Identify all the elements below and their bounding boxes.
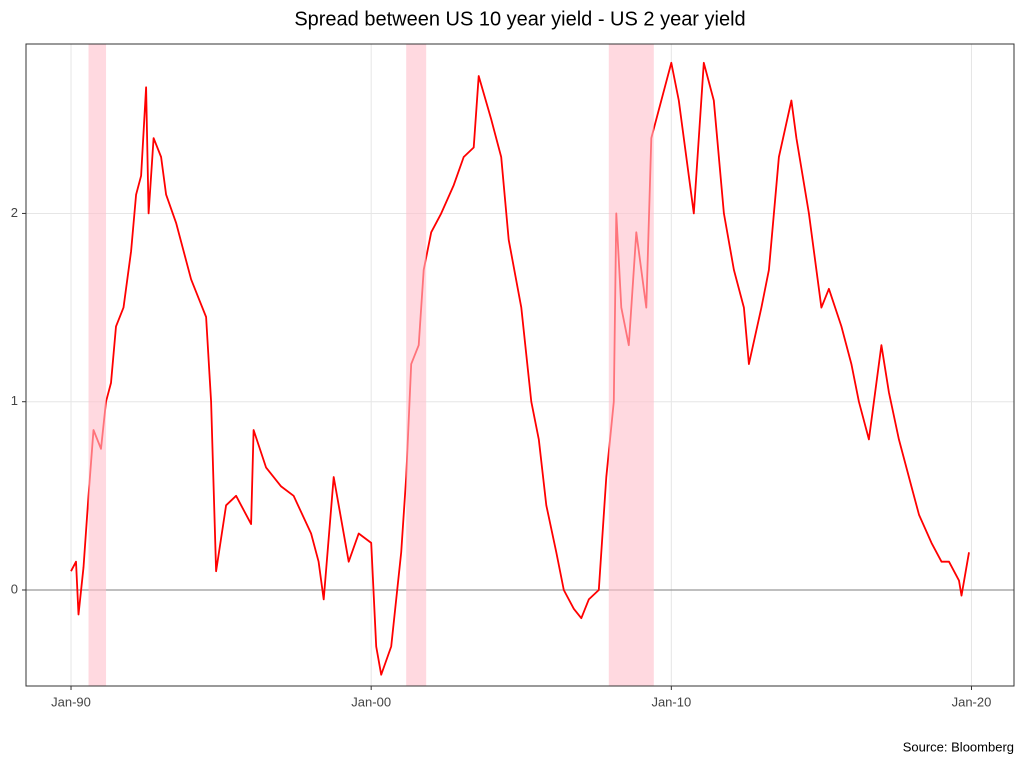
y-tick-label: 2 [11,205,18,220]
x-tick-label: Jan-20 [952,694,992,709]
chart-title: Spread between US 10 year yield - US 2 y… [294,8,745,30]
line [70,61,970,676]
y-tick-label: 1 [11,393,18,408]
x-tick-label: Jan-10 [651,694,691,709]
recession-band [608,44,654,686]
y-tick-label: 0 [11,581,18,596]
x-tick-label: Jan-00 [351,694,391,709]
caption: Source: Bloomberg [903,739,1014,754]
recession-band [406,44,427,686]
recession-band [88,44,107,686]
x-tick-label: Jan-90 [51,694,91,709]
plot-border [25,43,1015,687]
